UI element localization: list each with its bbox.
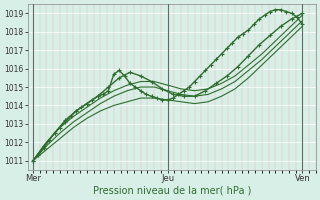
X-axis label: Pression niveau de la mer( hPa ): Pression niveau de la mer( hPa )	[92, 186, 251, 196]
